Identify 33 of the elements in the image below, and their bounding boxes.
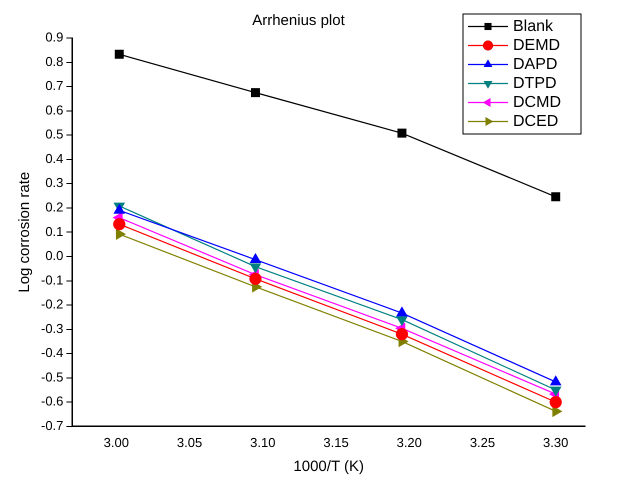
y-tick-label: -0.5	[40, 369, 64, 384]
x-tick-label: 3.15	[323, 434, 349, 450]
y-tick-label: 0.8	[45, 54, 64, 69]
x-tick-label: 3.00	[104, 434, 129, 450]
y-tick-label: 0.9	[45, 30, 64, 45]
y-tick-label: 0.4	[45, 150, 64, 166]
x-tick-label: 3.20	[396, 434, 422, 450]
y-tick-label: 0.5	[45, 126, 64, 142]
y-axis-title: Log corrosion rate	[16, 172, 34, 293]
x-axis-title: 1000/T (K)	[293, 458, 364, 476]
y-tick-label: -0.3	[40, 320, 64, 336]
x-tick-label: 3.05	[176, 434, 202, 450]
y-tick-label: -0.1	[40, 272, 64, 288]
y-tick-label: 0.0	[45, 248, 64, 264]
legend-label: DAPD	[513, 56, 558, 73]
x-tick-label: 3.25	[470, 434, 496, 450]
legend-label: DCMD	[513, 94, 561, 111]
y-tick-label: 0.7	[45, 78, 64, 94]
x-tick-label: 3.30	[543, 434, 568, 450]
x-tick-label: 3.10	[250, 434, 276, 450]
y-tick-label: -0.2	[40, 296, 64, 312]
legend-label: DTPD	[513, 74, 557, 92]
legend-label: DEMD	[513, 36, 560, 54]
legend-label: Blank	[513, 18, 554, 35]
y-tick-label: -0.7	[40, 418, 64, 433]
y-tick-label: 0.3	[45, 175, 64, 190]
y-tick-label: 0.1	[45, 224, 64, 239]
y-tick-label: -0.4	[40, 345, 64, 360]
chart-title: Arrhenius plot	[252, 12, 346, 30]
y-tick-label: 0.6	[45, 102, 64, 118]
y-tick-label: -0.6	[40, 394, 64, 409]
legend-label: DCED	[513, 112, 558, 130]
y-tick-label: 0.2	[45, 200, 64, 215]
